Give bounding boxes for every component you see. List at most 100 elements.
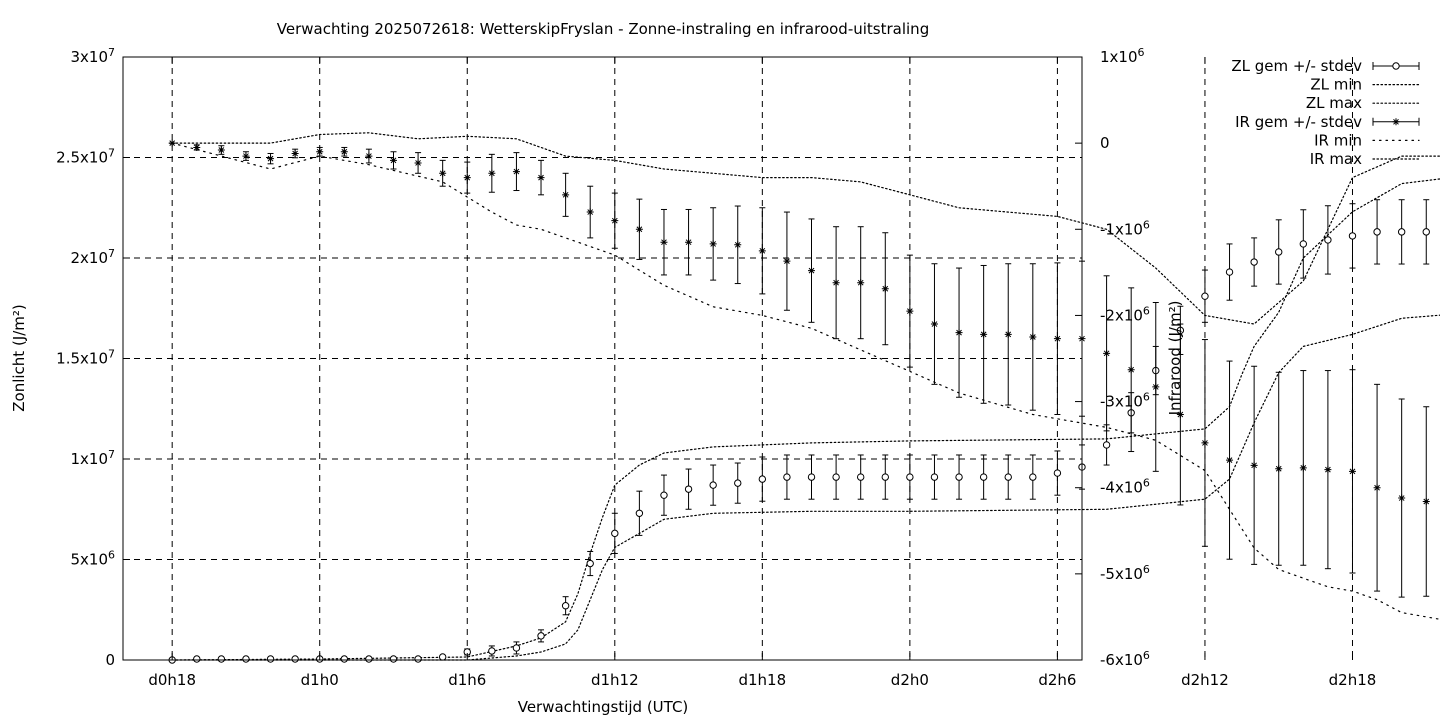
- series-zl-gem-marker: [611, 529, 619, 538]
- series-zl-gem-marker: [1029, 473, 1037, 481]
- series-zl-gem-point: [660, 474, 668, 516]
- legend-label: IR max: [1310, 150, 1362, 168]
- series-zl-gem-marker: [389, 655, 398, 663]
- series-zl-gem-marker: [635, 509, 644, 517]
- series-ir-gem-marker: [488, 169, 496, 177]
- series-zl-gem-marker: [832, 473, 840, 481]
- series-zl-gem-point: [1348, 203, 1357, 269]
- y-tick-label: 2.5x107: [56, 147, 115, 167]
- x-tick-label: d1h6: [448, 671, 486, 689]
- series-ir-gem-marker: [1004, 330, 1012, 338]
- x-tick-label: d1h0: [301, 671, 339, 689]
- series-ir-gem-point: [1422, 406, 1430, 597]
- y2-tick-label: -1x106: [1100, 218, 1150, 238]
- series-ir-gem-point: [709, 207, 717, 281]
- y-tick-label: 0: [105, 651, 115, 669]
- series-zl-gem-point: [242, 655, 250, 663]
- series-ir-gem-point: [881, 232, 889, 346]
- series-ir-gem-point: [512, 152, 520, 192]
- y2-tick-label: -5x106: [1100, 563, 1150, 583]
- series-ir-gem-point: [1176, 323, 1184, 506]
- series-ir-gem-point: [1053, 262, 1061, 415]
- series-ir-gem-marker: [906, 307, 914, 315]
- y-tick-label: 2x107: [70, 247, 115, 267]
- series-zl-gem-marker: [1201, 292, 1209, 300]
- series-ir-gem-point: [488, 153, 496, 193]
- series-zl-gem-marker: [438, 653, 447, 661]
- series-zl-gem-point: [266, 655, 275, 663]
- series-zl-gem-marker: [1053, 469, 1062, 477]
- series-zl-gem-point: [1299, 209, 1308, 279]
- series-ir-gem-marker: [537, 174, 545, 182]
- series-zl-gem-marker: [1275, 248, 1283, 256]
- series-ir-gem-marker: [1299, 464, 1307, 472]
- series-zl-gem-marker: [709, 481, 717, 489]
- series-ir-gem-marker: [365, 152, 373, 160]
- series-zl-gem-marker: [856, 473, 865, 481]
- series-zl-gem-marker: [1004, 473, 1012, 481]
- series-ir-gem-marker: [562, 191, 570, 199]
- series-ir-gem-point: [463, 161, 471, 194]
- series-zl-gem-point: [856, 454, 865, 500]
- series-zl-gem-marker: [291, 655, 299, 663]
- y-tick-label: 1.5x107: [56, 348, 115, 368]
- chart-title: Verwachting 2025072618: WetterskipFrysla…: [277, 20, 929, 38]
- series-ir-gem-marker: [242, 152, 250, 160]
- series-zl-gem-point: [1250, 237, 1258, 287]
- series-zl-gem-point: [561, 596, 570, 616]
- series-zl-gem-marker: [1324, 236, 1332, 244]
- series-ir-gem-marker: [709, 240, 717, 248]
- series-ir-max: [171, 132, 1440, 325]
- series-ir-gem-marker: [512, 168, 520, 176]
- series-zl-gem-point: [1422, 199, 1430, 265]
- x-tick-label: d0h18: [148, 671, 196, 689]
- series-zl-gem-point: [1004, 454, 1012, 500]
- series-ir-gem-marker: [1398, 494, 1406, 502]
- y2-tick-label: -2x106: [1100, 304, 1150, 324]
- series-ir-gem-point: [857, 226, 865, 340]
- y-axis-label: Zonlicht (J/m²): [10, 304, 28, 412]
- series-ir-gem-marker: [734, 241, 742, 249]
- series-ir-gem-marker: [1348, 467, 1356, 475]
- series-ir-gem-marker: [881, 285, 889, 293]
- series-ir-gem-marker: [1324, 466, 1332, 474]
- series-zl-gem-point: [979, 454, 988, 500]
- series-zl-gem-point: [635, 490, 644, 536]
- series-zl-gem-marker: [1348, 232, 1357, 240]
- series-zl-gem-marker: [512, 644, 521, 652]
- plot-series: [168, 132, 1440, 664]
- series-ir-gem-point: [930, 263, 938, 385]
- series-ir-gem-point: [1004, 263, 1012, 406]
- y-tick-label: 5x106: [70, 549, 115, 569]
- series-ir-gem-point: [291, 148, 299, 159]
- series-zl-gem-point: [1029, 454, 1037, 500]
- series-ir-gem-point: [1152, 302, 1160, 472]
- series-ir-gem-point: [955, 267, 963, 398]
- x-tick-label: d2h0: [891, 671, 929, 689]
- series-zl-gem-marker: [979, 473, 988, 481]
- series-ir-gem-point: [414, 152, 422, 174]
- series-zl-gem-point: [1102, 424, 1111, 466]
- series-zl-gem-marker: [414, 655, 422, 663]
- series-ir-gem-point: [1103, 275, 1111, 432]
- series-ir-gem-marker: [1176, 410, 1184, 418]
- series-ir-gem-marker: [857, 279, 865, 287]
- series-zl-gem-marker: [1397, 228, 1406, 236]
- series-zl-gem-marker: [684, 485, 693, 493]
- y2-axis-label: Infrarood (J/m²): [1166, 301, 1184, 416]
- series-ir-gem-marker: [1422, 497, 1430, 505]
- series-ir-gem-marker: [758, 247, 766, 255]
- series-ir-gem-point: [906, 254, 914, 368]
- y2-tick-label: 0: [1100, 134, 1110, 152]
- y2-tick-label: -4x106: [1100, 477, 1150, 497]
- series-zl-gem-point: [881, 454, 889, 500]
- y2-tick-label: 1x106: [1100, 46, 1145, 66]
- series-zl-gem-point: [291, 655, 299, 663]
- series-zl-gem-marker: [807, 473, 816, 481]
- series-ir-gem-point: [1299, 370, 1307, 566]
- series-zl-gem-point: [586, 550, 594, 577]
- series-ir-gem-point: [1398, 398, 1406, 598]
- series-zl-gem-point: [955, 454, 963, 500]
- series-zl-gem-marker: [1102, 441, 1111, 449]
- series-zl-gem-point: [217, 655, 226, 663]
